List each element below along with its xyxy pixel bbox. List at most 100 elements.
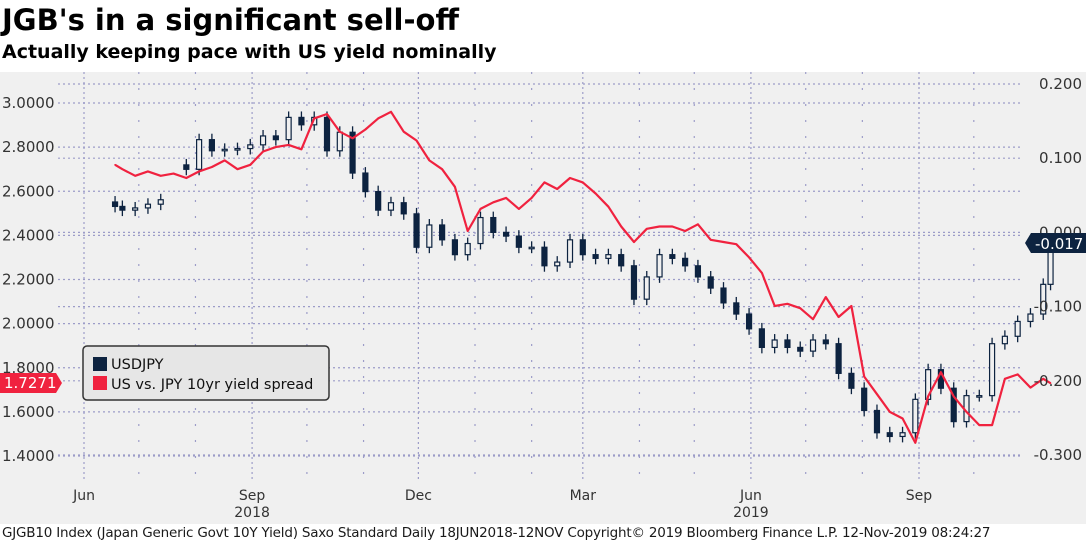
spread-point — [287, 144, 290, 146]
candle-body — [976, 395, 983, 398]
candle — [682, 252, 689, 272]
spread-point — [620, 225, 622, 228]
spread-point — [582, 181, 584, 184]
candle — [797, 341, 804, 358]
spread-point — [249, 163, 252, 166]
candle — [502, 226, 510, 243]
right-last-value-bg — [1025, 233, 1086, 253]
candle — [387, 196, 395, 217]
legend-label-spread: US vs. JPY 10yr yield spread — [111, 377, 313, 393]
candle — [1027, 308, 1034, 328]
x-year-label: 2019 — [733, 505, 769, 521]
candle-body — [566, 239, 574, 263]
candle — [720, 282, 727, 309]
candle — [861, 382, 868, 417]
spread-point — [518, 208, 520, 210]
left-tick-label: 2.6000 — [2, 182, 55, 200]
spread-point — [390, 111, 392, 113]
candle-body — [1040, 283, 1047, 315]
chart-title: JGB's in a significant sell-off — [2, 3, 459, 37]
candle-body — [988, 343, 996, 397]
candle — [707, 270, 714, 294]
spread-point — [223, 159, 226, 162]
candle-body — [554, 261, 561, 267]
spread-point — [786, 302, 789, 305]
candle-body — [745, 313, 753, 330]
spread-point — [978, 424, 981, 426]
candle-body — [515, 235, 522, 248]
spread-point — [594, 192, 597, 195]
left-last-value-bg — [0, 373, 62, 393]
x-tick-label: Sep — [239, 488, 266, 504]
candle-body — [247, 144, 254, 150]
candle — [873, 404, 881, 439]
candle-body — [886, 432, 893, 438]
left-axis: 3.0000 2.8000 2.6000 2.4000 2.2000 2.0000 1.80… — [2, 94, 55, 465]
candle — [758, 322, 765, 354]
candle — [554, 256, 561, 272]
candle-body — [682, 257, 689, 267]
spread-point — [773, 305, 776, 307]
left-tick-label: 1.4000 — [2, 447, 55, 465]
candle — [259, 130, 267, 151]
spread-point — [901, 417, 904, 420]
candle — [579, 233, 586, 261]
candle — [362, 167, 369, 198]
spread-point — [172, 172, 175, 175]
candle-body — [285, 116, 292, 141]
x-tick-label: Mar — [570, 488, 597, 504]
spread-point — [492, 201, 495, 204]
candle-body — [451, 239, 459, 256]
spread-point — [275, 146, 277, 148]
candle — [886, 426, 893, 443]
candle-body — [183, 164, 190, 170]
x-tick-label: Jun — [739, 488, 762, 504]
candle — [669, 248, 676, 265]
spread-point — [1029, 386, 1032, 389]
candle — [694, 259, 702, 283]
spread-point — [709, 238, 712, 241]
candle-body — [400, 202, 407, 215]
candle — [976, 389, 983, 402]
spread-point — [351, 137, 354, 140]
candle — [950, 382, 957, 428]
candle-body — [272, 135, 279, 141]
candle-body — [349, 131, 356, 174]
candle-body — [323, 116, 331, 152]
candle — [899, 426, 906, 443]
usdjpy-series — [111, 111, 1054, 443]
candle — [490, 211, 497, 239]
spread-point — [927, 395, 929, 398]
candle — [1040, 278, 1047, 320]
right-tick-label: 0.100 — [1039, 149, 1082, 167]
left-last-value-marker: 1.7271 — [0, 373, 62, 393]
spread-point — [198, 170, 200, 173]
spread-point — [121, 168, 124, 170]
candle — [541, 241, 548, 272]
candle-body — [1027, 313, 1034, 323]
candle — [618, 248, 625, 272]
spread-point — [364, 128, 367, 131]
left-tick-label: 3.0000 — [2, 94, 55, 112]
candle — [566, 233, 574, 269]
candle-body — [1014, 320, 1021, 337]
candle — [119, 200, 126, 217]
candle — [298, 111, 305, 131]
candle-body — [157, 199, 164, 205]
footer-source: GJGB10 Index (Japan Generic Govt 10Y Yie… — [2, 525, 991, 541]
candle-body — [707, 276, 714, 289]
candle-body — [669, 254, 676, 259]
spread-point — [863, 375, 865, 378]
candle-body — [208, 139, 215, 152]
candle — [809, 334, 817, 358]
spread-point — [415, 139, 418, 142]
spread-point — [505, 197, 507, 199]
left-tick-label: 2.2000 — [2, 271, 55, 289]
candle-body — [758, 328, 765, 349]
candle-body — [835, 343, 842, 374]
left-tick-label: 2.0000 — [2, 315, 55, 333]
candle — [144, 198, 152, 214]
candle — [771, 334, 778, 354]
